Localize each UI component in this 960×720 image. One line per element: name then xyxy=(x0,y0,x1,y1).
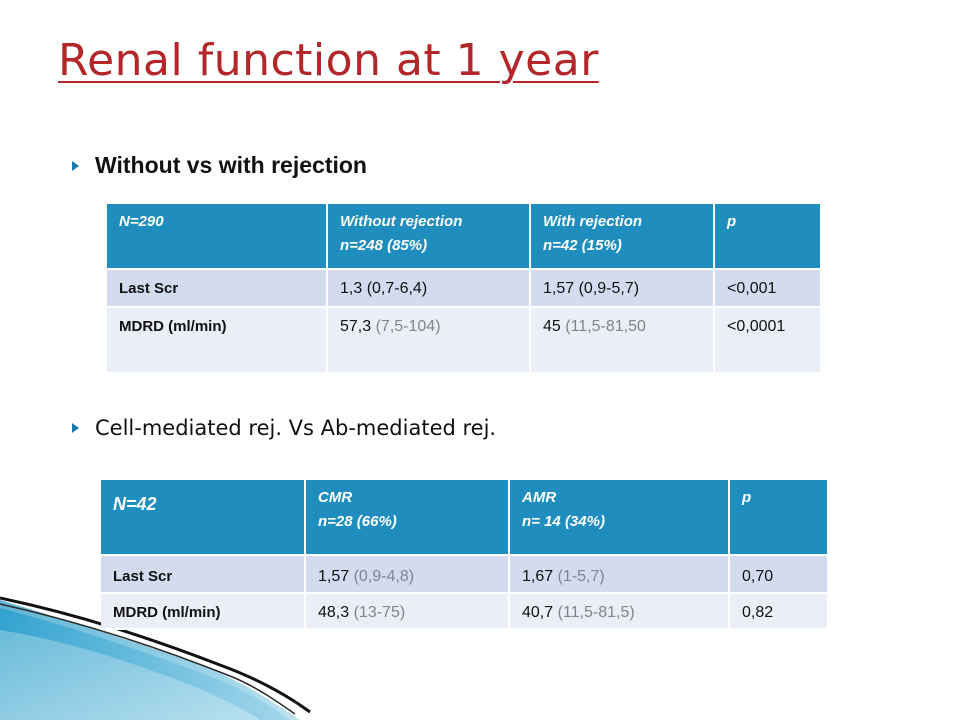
cell-value: 45 (11,5-81,50 xyxy=(531,308,715,374)
header-cell-n: N=290 xyxy=(107,204,328,270)
cell-p-value: <0,001 xyxy=(715,270,820,308)
header-cell-amr: AMR n= 14 (34%) xyxy=(510,480,730,556)
bullet-arrow-icon xyxy=(72,423,79,433)
header-cell-cmr: CMR n=28 (66%) xyxy=(306,480,510,556)
header-cell-with-rejection: With rejection n=42 (15%) xyxy=(531,204,715,270)
row-label: MDRD (ml/min) xyxy=(107,308,328,374)
row-label: MDRD (ml/min) xyxy=(101,594,306,630)
header-cell-n: N=42 xyxy=(101,480,306,556)
table-row: Last Scr 1,57 (0,9-4,8) 1,67 (1-5,7) 0,7… xyxy=(101,556,827,594)
table-cmr-vs-amr: N=42 CMR n=28 (66%) AMR n= 14 (34%) p Last… xyxy=(101,480,827,630)
table-row: MDRD (ml/min) 57,3 (7,5-104) 45 (11,5-81… xyxy=(107,308,820,374)
bullet-text: Cell-mediated rej. Vs Ab-mediated rej. xyxy=(95,416,497,440)
row-label: Last Scr xyxy=(107,270,328,308)
cell-p-value: 0,82 xyxy=(730,594,827,630)
bullet-without-vs-with-rejection: Without vs with rejection xyxy=(72,152,367,179)
bullet-text: Without vs with rejection xyxy=(95,152,367,178)
table-row: Last Scr 1,3 (0,7-6,4) 1,57 (0,9-5,7) <0… xyxy=(107,270,820,308)
cell-value: 48,3 (13-75) xyxy=(306,594,510,630)
row-label: Last Scr xyxy=(101,556,306,594)
header-cell-without-rejection: Without rejection n=248 (85%) xyxy=(328,204,531,270)
header-cell-p: p xyxy=(730,480,827,556)
cell-p-value: 0,70 xyxy=(730,556,827,594)
cell-value: 1,57 (0,9-5,7) xyxy=(531,270,715,308)
table-header-row: N=42 CMR n=28 (66%) AMR n= 14 (34%) p xyxy=(101,480,827,556)
table-header-row: N=290 Without rejection n=248 (85%) With … xyxy=(107,204,820,270)
bullet-arrow-icon xyxy=(72,160,79,171)
cell-value: 1,67 (1-5,7) xyxy=(510,556,730,594)
table-row: MDRD (ml/min) 48,3 (13-75) 40,7 (11,5-81… xyxy=(101,594,827,630)
cell-p-value: <0,0001 xyxy=(715,308,820,374)
cell-value: 40,7 (11,5-81,5) xyxy=(510,594,730,630)
cell-value: 1,57 (0,9-4,8) xyxy=(306,556,510,594)
header-cell-p: p xyxy=(715,204,820,270)
bullet-cmr-vs-amr: Cell-mediated rej. Vs Ab-mediated rej. xyxy=(72,416,496,440)
cell-value: 1,3 (0,7-6,4) xyxy=(328,270,531,308)
cell-value: 57,3 (7,5-104) xyxy=(328,308,531,374)
slide-title: Renal function at 1 year xyxy=(58,35,599,86)
table-rejection-comparison: N=290 Without rejection n=248 (85%) With … xyxy=(107,204,820,374)
